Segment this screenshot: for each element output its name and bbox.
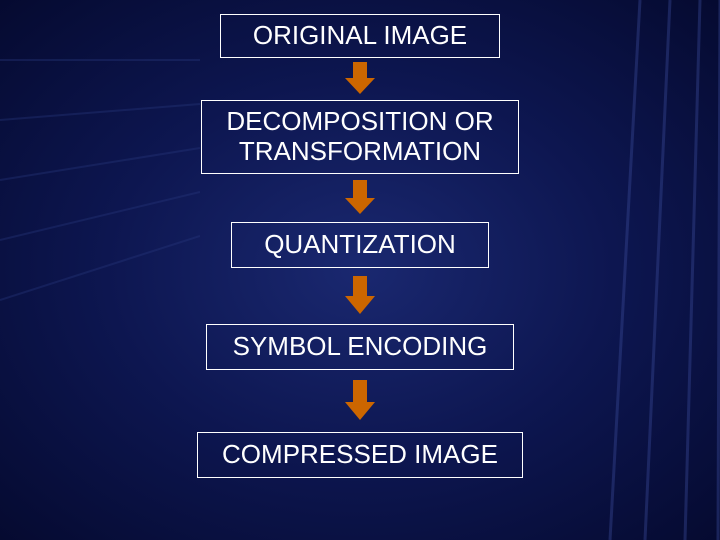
arrow-stem — [353, 276, 367, 296]
arrow-head-icon — [345, 198, 375, 214]
background-lines-left — [0, 0, 200, 540]
arrow-head-icon — [345, 78, 375, 94]
arrow-stem — [353, 380, 367, 402]
flow-node-n5: COMPRESSED IMAGE — [197, 432, 523, 478]
arrow-head-icon — [345, 296, 375, 314]
flow-arrow-after-n4 — [345, 380, 375, 420]
flow-node-n2: DECOMPOSITION OR TRANSFORMATION — [201, 100, 519, 174]
flow-node-n4: SYMBOL ENCODING — [206, 324, 514, 370]
arrow-stem — [353, 62, 367, 78]
background-lines-right — [600, 0, 720, 540]
flow-node-n3: QUANTIZATION — [231, 222, 489, 268]
arrow-head-icon — [345, 402, 375, 420]
flow-arrow-after-n3 — [345, 276, 375, 314]
flow-arrow-after-n1 — [345, 62, 375, 94]
flowchart: ORIGINAL IMAGE DECOMPOSITION OR TRANSFORM… — [197, 14, 523, 478]
flow-arrow-after-n2 — [345, 180, 375, 214]
flow-node-n1: ORIGINAL IMAGE — [220, 14, 500, 58]
arrow-stem — [353, 180, 367, 198]
